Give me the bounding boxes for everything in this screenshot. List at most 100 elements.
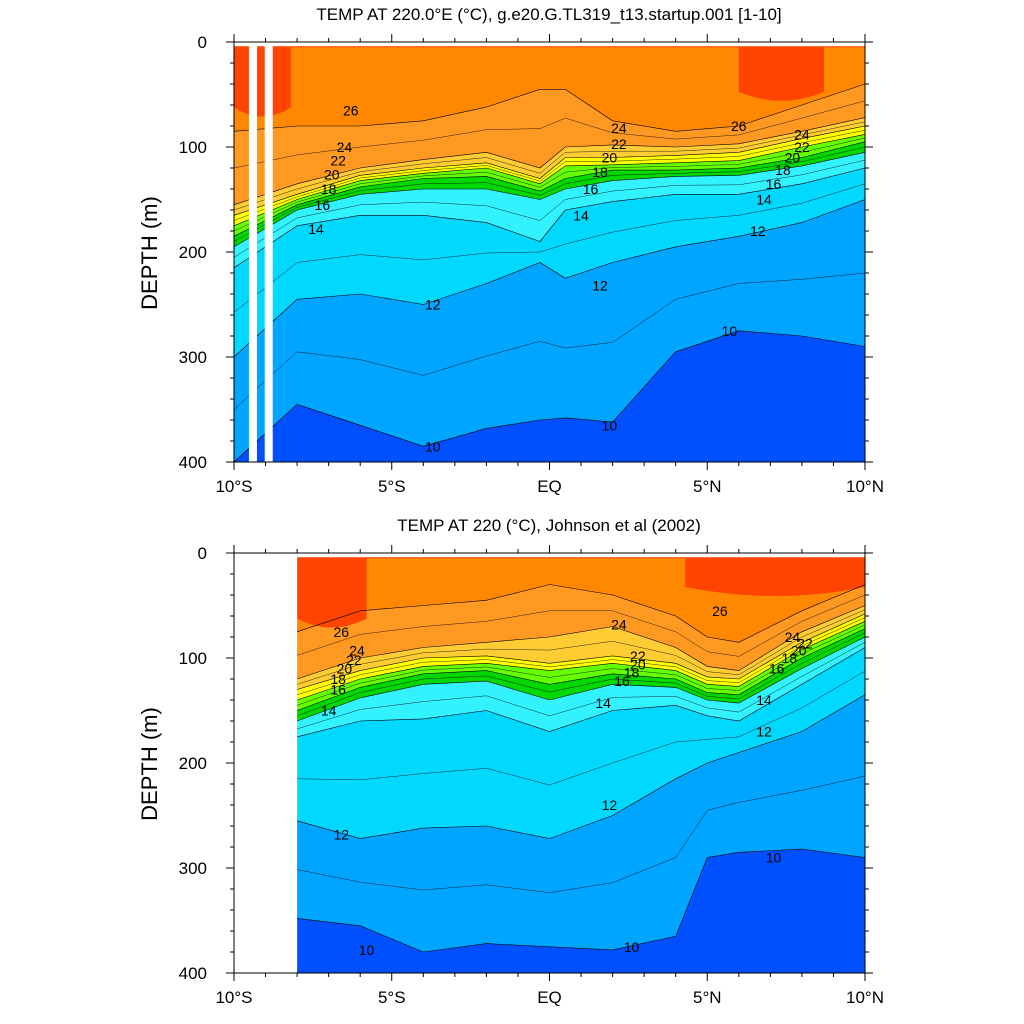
contour-label: 12 xyxy=(333,826,349,842)
surface-gap xyxy=(297,553,866,558)
no-data-region xyxy=(234,553,298,973)
contour-20 xyxy=(297,621,866,701)
contour-minor xyxy=(233,146,866,242)
contour-label: 26 xyxy=(333,624,349,640)
contour-minor xyxy=(297,594,866,657)
contour-label: 14 xyxy=(756,692,772,708)
x-tick-label: 10°N xyxy=(846,988,884,1007)
contour-label: 16 xyxy=(315,197,331,213)
panel-observations: TEMP AT 220 (°C), Johnson et al (2002) 2… xyxy=(137,516,884,1007)
contour-label: 18 xyxy=(775,162,791,178)
contour-label: 16 xyxy=(766,176,782,192)
contour-minor xyxy=(233,272,866,410)
contour-label: 24 xyxy=(611,616,627,632)
contour-label: 24 xyxy=(337,139,353,155)
y-tick-label: 400 xyxy=(179,453,207,472)
contour-minor xyxy=(233,183,866,313)
y-axis-title: DEPTH (m) xyxy=(137,196,162,310)
contour-22 xyxy=(233,125,866,216)
band-below-10 xyxy=(297,849,866,973)
contour-24 xyxy=(233,117,866,206)
contour-label: 26 xyxy=(343,102,359,118)
contour-label: 14 xyxy=(308,221,324,237)
y-axis-title: DEPTH (m) xyxy=(137,707,162,821)
contour-label: 14 xyxy=(595,695,611,711)
y-axis-title-group: DEPTH (m) xyxy=(137,196,162,310)
contour-14 xyxy=(233,167,866,269)
contour-label: 20 xyxy=(337,661,353,677)
contour-24 xyxy=(297,605,866,680)
contour-minor xyxy=(297,632,866,716)
warm-pocket xyxy=(297,558,367,628)
contour-label: 10 xyxy=(602,417,618,433)
missing-column xyxy=(264,42,273,462)
band-below-10 xyxy=(234,330,865,462)
contour-22 xyxy=(297,613,866,690)
contour-label: 20 xyxy=(785,150,801,166)
contour-26 xyxy=(233,83,866,132)
missing-column xyxy=(248,42,257,462)
y-tick-label: 200 xyxy=(179,754,207,773)
contour-label: 14 xyxy=(756,192,772,208)
x-tick-label: 10°N xyxy=(846,477,884,496)
contour-label: 20 xyxy=(602,150,618,166)
contour-label: 16 xyxy=(614,673,630,689)
y-tick-label: 0 xyxy=(198,544,207,563)
contour-label: 22 xyxy=(330,153,346,169)
warm-pocket xyxy=(234,47,291,117)
contour-label: 18 xyxy=(781,650,797,666)
contour-16 xyxy=(233,152,866,248)
contour-minor xyxy=(297,624,866,706)
contour-minor xyxy=(297,642,866,730)
contour-12 xyxy=(233,199,866,358)
contour-minor xyxy=(297,670,866,786)
contour-label: 22 xyxy=(630,648,646,664)
contour-label: 22 xyxy=(611,136,627,152)
contour-minor xyxy=(233,137,866,232)
x-tick-label: 5°N xyxy=(693,477,722,496)
contour-label: 26 xyxy=(731,118,747,134)
contour-label: 18 xyxy=(592,164,608,180)
y-tick-label: 0 xyxy=(198,33,207,52)
contour-label: 26 xyxy=(712,603,728,619)
plot-area: 2624222018161412102422201816141210262422… xyxy=(179,544,884,1007)
y-tick-label: 200 xyxy=(179,243,207,262)
warm-pocket xyxy=(738,47,824,101)
y-tick-label: 300 xyxy=(179,348,207,367)
x-tick-label: 5°S xyxy=(378,477,406,496)
contour-label: 16 xyxy=(583,181,599,197)
contour-label: 10 xyxy=(359,942,375,958)
x-tick-label: 10°S xyxy=(215,988,252,1007)
panel-title: TEMP AT 220.0°E (°C), g.e20.G.TL319_t13.… xyxy=(316,5,781,24)
x-tick-label: EQ xyxy=(537,477,562,496)
contour-label: 10 xyxy=(722,323,738,339)
contour-12 xyxy=(297,694,866,839)
contour-label: 14 xyxy=(573,207,589,223)
y-tick-label: 100 xyxy=(179,649,207,668)
contour-label: 20 xyxy=(324,166,340,182)
contour-minor xyxy=(297,609,866,685)
surface-gap xyxy=(234,42,865,47)
contour-label: 12 xyxy=(750,223,766,239)
contour-label: 14 xyxy=(321,703,337,719)
contour-label: 22 xyxy=(794,139,810,155)
contour-10 xyxy=(233,330,866,463)
contour-26 xyxy=(297,584,866,643)
x-tick-label: 5°N xyxy=(693,988,722,1007)
contour-label: 24 xyxy=(785,629,801,645)
contour-minor xyxy=(233,159,866,258)
contour-label: 18 xyxy=(330,671,346,687)
panel-model: TEMP AT 220.0°E (°C), g.e20.G.TL319_t13.… xyxy=(137,5,884,496)
contour-label: 12 xyxy=(425,297,441,313)
y-tick-label: 100 xyxy=(179,138,207,157)
panel-title: TEMP AT 220 (°C), Johnson et al (2002) xyxy=(397,516,701,535)
contour-label: 24 xyxy=(349,643,365,659)
contour-label: 10 xyxy=(425,438,441,454)
contour-10 xyxy=(297,848,866,953)
y-axis-title-group: DEPTH (m) xyxy=(137,707,162,821)
contour-label: 20 xyxy=(791,643,807,659)
contour-14 xyxy=(297,647,866,738)
plot-area: 2624222018161412102422201816141210262422… xyxy=(179,33,884,496)
x-tick-label: EQ xyxy=(537,988,562,1007)
